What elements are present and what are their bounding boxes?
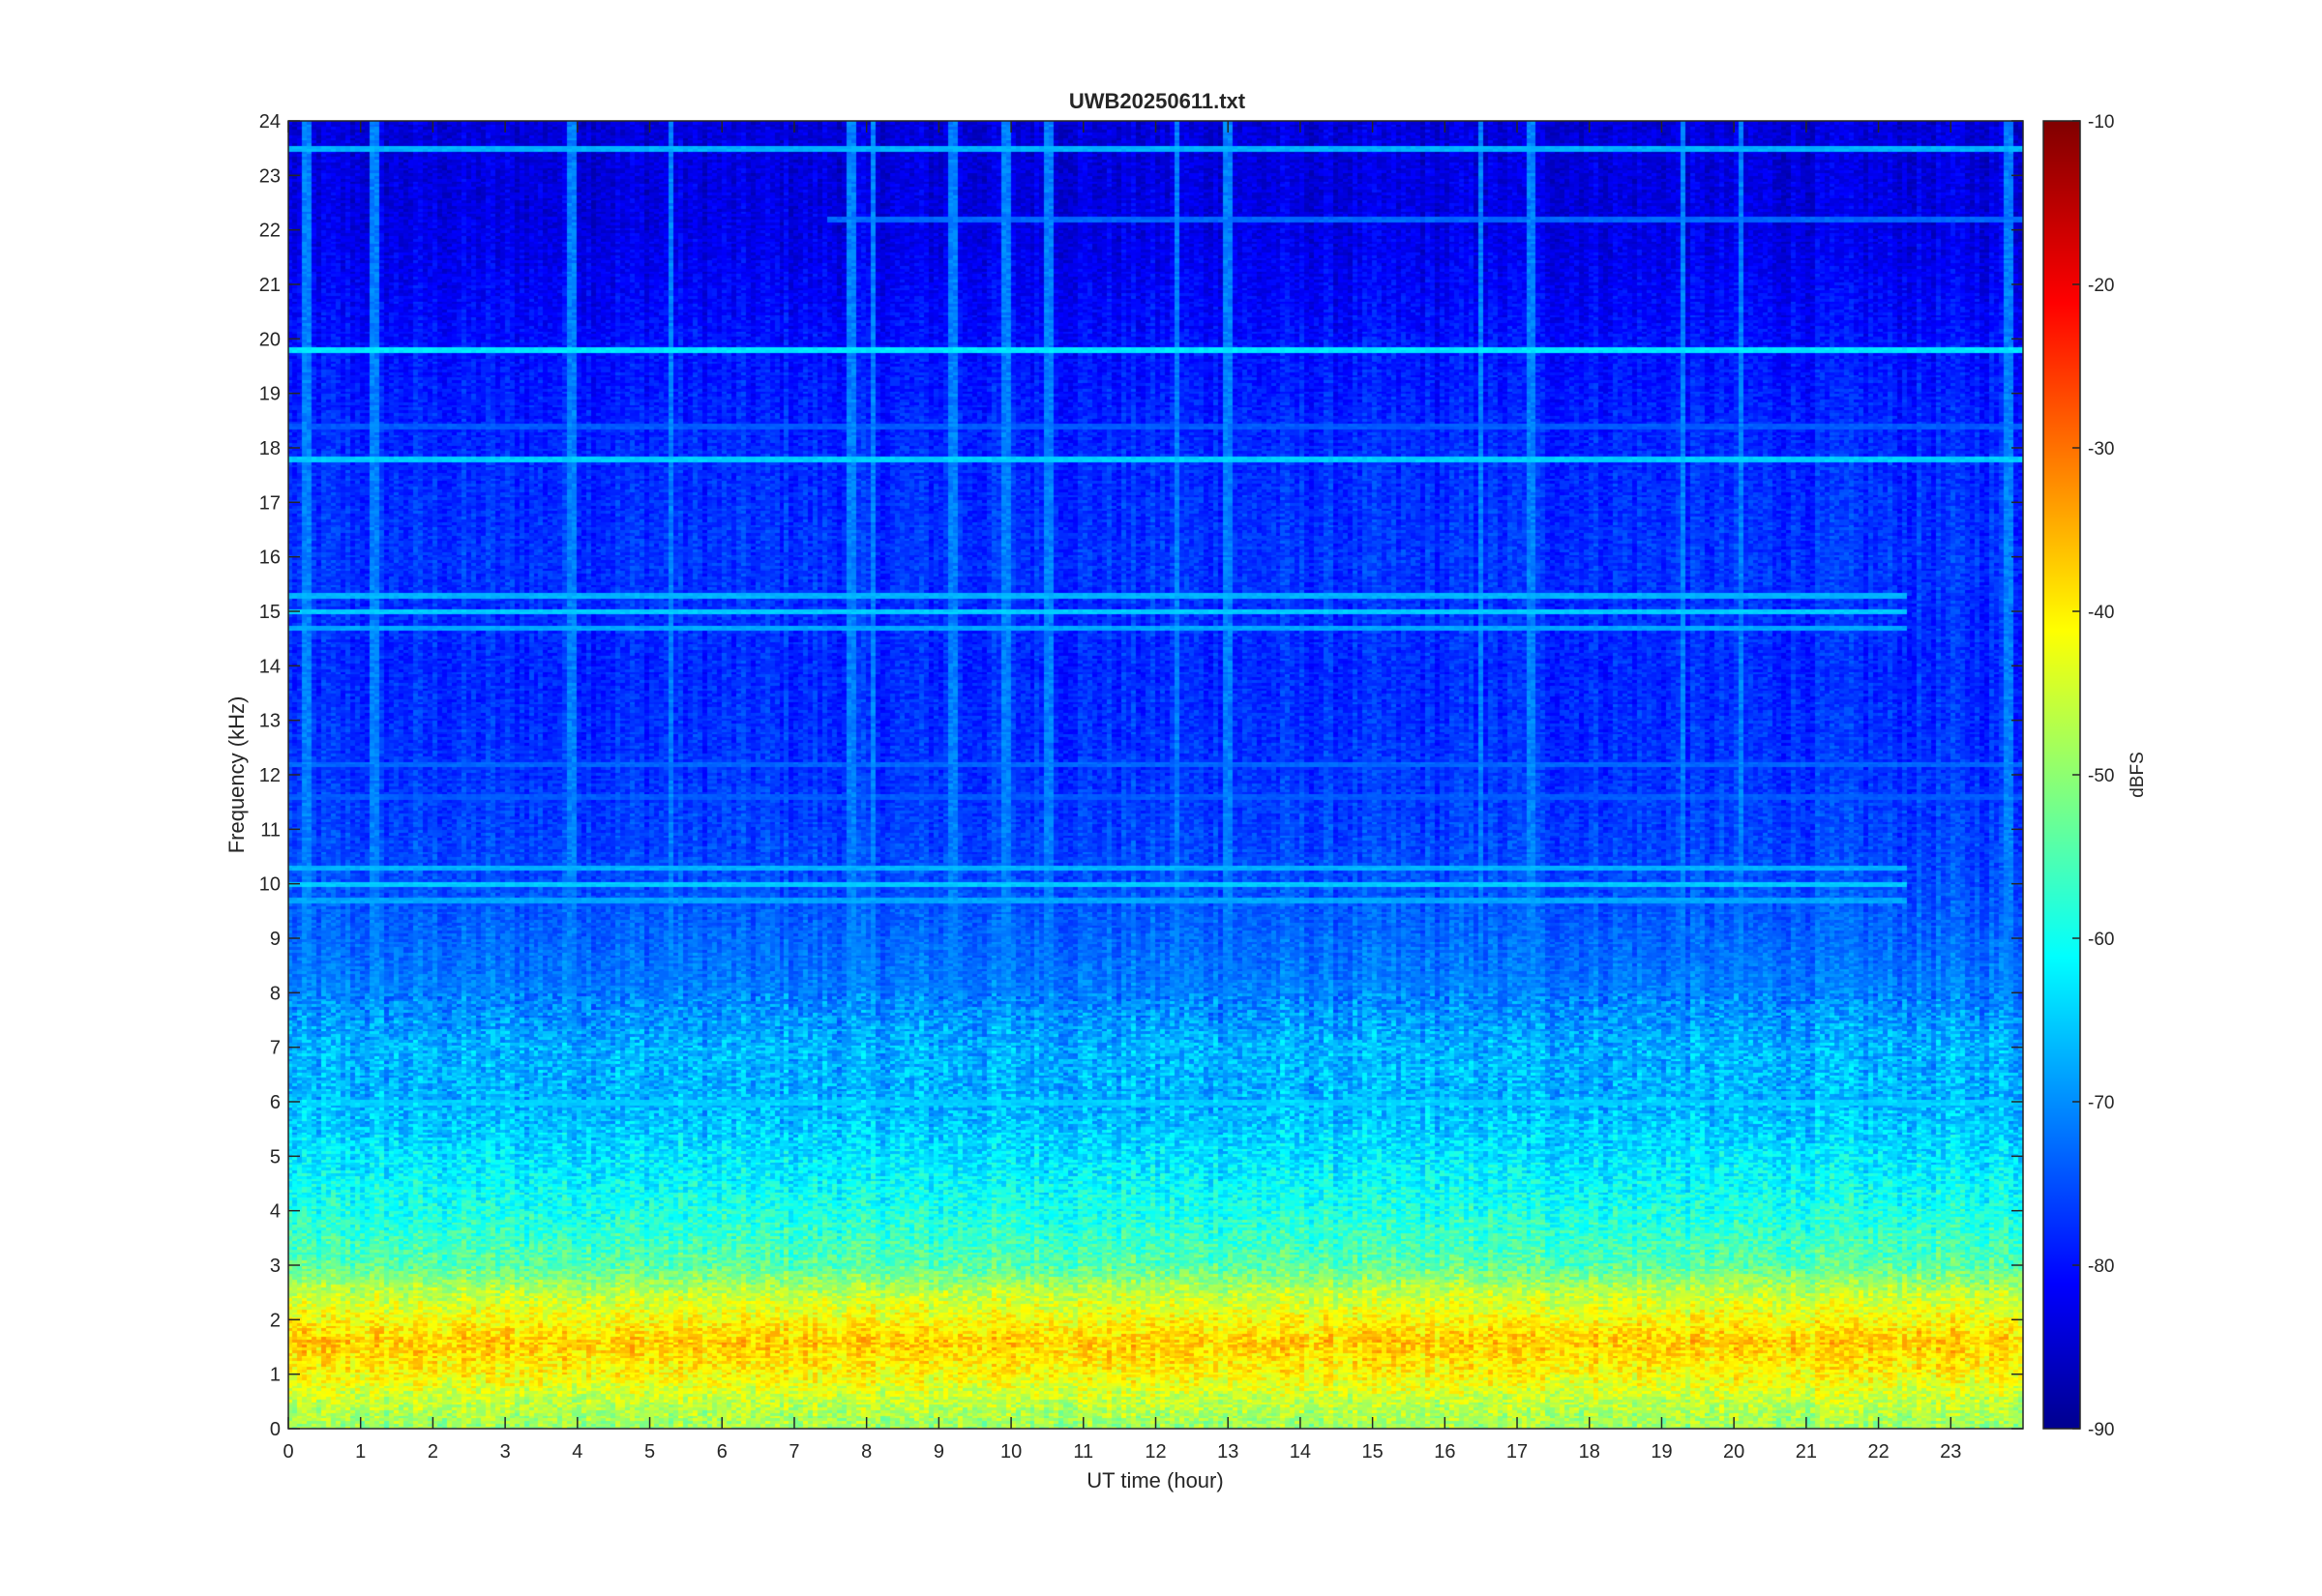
colorbar-ticks: -10 -20 -30 -40 -50 -60 -70 -80 -90 (2072, 112, 2114, 1440)
x-tick-label: 17 (1506, 1441, 1528, 1463)
y-tick-label: 8 (270, 983, 281, 1004)
colorbar-tick-label: -60 (2088, 930, 2114, 950)
x-tick-label: 18 (1579, 1441, 1600, 1463)
y-tick-label: 2 (270, 1310, 281, 1331)
colorbar-label: dBFS (2128, 752, 2148, 798)
x-tick-label: 13 (1217, 1441, 1238, 1463)
y-tick-label: 16 (259, 547, 281, 569)
x-tick-label: 3 (500, 1441, 511, 1463)
y-tick-label: 21 (259, 275, 281, 296)
colorbar-tick-label: -70 (2088, 1093, 2114, 1113)
y-tick-label: 3 (270, 1256, 281, 1277)
y-tick-label: 7 (270, 1038, 281, 1059)
y-tick-label: 15 (259, 602, 281, 623)
x-tick-label: 11 (1073, 1441, 1093, 1463)
colorbar-tick-label: -50 (2088, 766, 2114, 786)
x-tick-label: 20 (1723, 1441, 1744, 1463)
colorbar-tick-label: -30 (2088, 439, 2114, 459)
x-tick-label: 8 (861, 1441, 872, 1463)
y-tick-label: 19 (259, 384, 281, 405)
y-tick-label: 23 (259, 165, 281, 187)
colorbar-tick-label: -40 (2088, 603, 2114, 623)
x-tick-label: 23 (1940, 1441, 1961, 1463)
x-tick-label: 12 (1145, 1441, 1166, 1463)
x-tick-label: 16 (1434, 1441, 1455, 1463)
y-tick-label: 9 (270, 929, 281, 950)
x-axis-label: UT time (hour) (1087, 1468, 1223, 1493)
y-tick-label: 20 (259, 329, 281, 350)
spectrogram-image (288, 121, 2023, 1429)
spectrogram-image-holder (288, 121, 2023, 1429)
x-tick-label: 14 (1290, 1441, 1311, 1463)
x-tick-label: 7 (789, 1441, 799, 1463)
y-tick-label: 13 (259, 711, 281, 732)
y-tick-label: 12 (259, 765, 281, 786)
x-tick-label: 5 (644, 1441, 655, 1463)
y-tick-label: 14 (259, 656, 281, 677)
x-tick-label: 22 (1867, 1441, 1889, 1463)
x-tick-label: 4 (572, 1441, 582, 1463)
y-tick-label: 5 (270, 1146, 281, 1167)
y-tick-label: 6 (270, 1092, 281, 1113)
colorbar-tick-label: -10 (2088, 112, 2114, 133)
x-axis: 0 1 2 3 4 5 6 7 8 9 10 11 12 13 14 15 16 17 18 19 20 21 22 23 (283, 121, 1961, 1463)
y-tick-label: 10 (259, 874, 281, 896)
y-tick-label: 17 (259, 492, 281, 514)
colorbar-tick-label: -20 (2088, 276, 2114, 296)
y-axis-label: Frequency (kHz) (224, 696, 249, 854)
y-tick-label: 1 (270, 1365, 281, 1386)
x-tick-label: 15 (1362, 1441, 1384, 1463)
y-tick-label: 22 (259, 221, 281, 242)
x-tick-label: 1 (355, 1441, 366, 1463)
colorbar: -10 -20 -30 -40 -50 -60 -70 -80 -90 dBFS (2042, 112, 2148, 1440)
chart-title: UWB20250611.txt (1069, 89, 1246, 113)
colorbar-tick-label: -90 (2088, 1420, 2114, 1440)
y-tick-label: 24 (259, 111, 281, 133)
spectrogram-plot-area (287, 120, 2024, 1430)
x-tick-label: 21 (1796, 1441, 1817, 1463)
x-tick-label: 2 (428, 1441, 438, 1463)
x-tick-label: 19 (1651, 1441, 1672, 1463)
y-tick-label: 4 (270, 1201, 281, 1223)
y-tick-label: 18 (259, 438, 281, 459)
y-tick-label: 11 (260, 819, 281, 841)
x-tick-label: 0 (283, 1441, 293, 1463)
x-tick-label: 10 (1000, 1441, 1022, 1463)
x-tick-label: 6 (717, 1441, 728, 1463)
x-tick-label: 9 (934, 1441, 944, 1463)
y-tick-label: 0 (270, 1419, 281, 1440)
colorbar-tick-label: -80 (2088, 1256, 2114, 1277)
